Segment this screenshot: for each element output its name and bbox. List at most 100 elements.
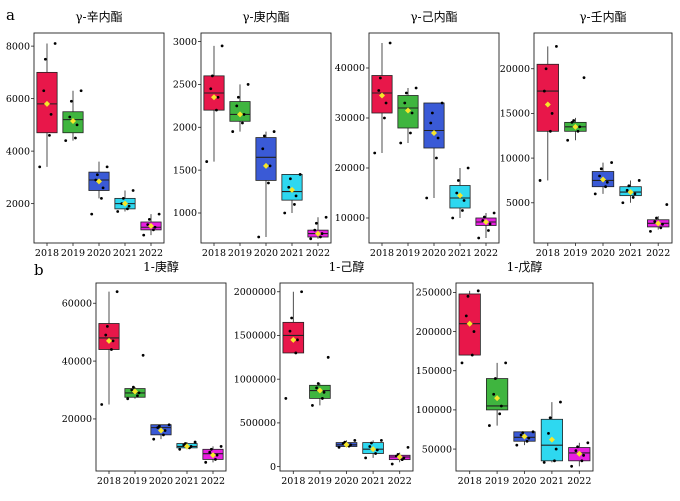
data-point <box>69 99 73 103</box>
data-point <box>550 112 554 115</box>
mean-marker <box>655 220 662 227</box>
data-point <box>79 89 83 93</box>
data-point <box>538 179 542 182</box>
mean-marker <box>405 107 411 114</box>
x-tick-label: 2018 <box>458 476 482 487</box>
box-2019 <box>124 353 146 401</box>
data-point <box>400 458 404 462</box>
data-point <box>519 433 523 437</box>
mean-marker <box>148 222 154 229</box>
data-point <box>236 95 240 99</box>
data-point <box>542 460 546 464</box>
data-point <box>383 116 386 120</box>
data-point <box>504 361 508 365</box>
data-point <box>605 180 609 184</box>
data-point <box>267 181 270 185</box>
data-point <box>111 339 115 343</box>
box-2019 <box>309 355 331 407</box>
data-point <box>287 185 291 189</box>
x-tick-label: 2022 <box>646 248 670 259</box>
x-tick-label: 2019 <box>308 476 332 487</box>
box-2020 <box>423 101 445 200</box>
x-tick-label: 2022 <box>201 476 225 487</box>
data-point <box>655 216 658 220</box>
x-tick-label: 2022 <box>567 476 591 487</box>
y-tick-label: 100000 <box>416 405 452 416</box>
data-point <box>209 87 213 91</box>
y-tick-label: 40000 <box>335 63 365 74</box>
data-point <box>257 235 261 239</box>
x-tick-label: 2020 <box>254 248 278 259</box>
x-tick-label: 2021 <box>361 476 385 487</box>
data-point <box>464 314 468 318</box>
data-point <box>353 438 357 442</box>
data-point <box>665 203 669 206</box>
data-point <box>637 179 641 182</box>
x-tick-label: 2018 <box>370 248 394 259</box>
box-2022 <box>307 215 329 241</box>
data-point <box>322 390 326 394</box>
x-tick-label: 2019 <box>563 248 587 259</box>
data-point <box>548 129 552 133</box>
data-point <box>498 412 502 416</box>
data-point <box>377 89 381 92</box>
chart-5: 1-庚醇 20000 40000 60000 2018 2019 2020 2021 2022 <box>62 259 227 487</box>
data-point <box>598 174 601 178</box>
mean-marker <box>431 130 437 136</box>
data-point <box>319 235 322 239</box>
chart-title: γ-己内酯 <box>410 10 457 24</box>
chart-title: 1-庚醇 <box>143 259 179 274</box>
data-point <box>378 76 382 80</box>
data-point <box>153 225 157 229</box>
y-tick-label: 250000 <box>416 288 452 299</box>
data-point <box>482 215 486 219</box>
data-point <box>542 89 546 93</box>
data-point <box>456 179 460 182</box>
x-tick-label: 2018 <box>202 248 226 259</box>
y-tick-label: 20000 <box>500 64 530 75</box>
data-point <box>481 219 485 222</box>
data-point <box>425 196 429 200</box>
mean-marker <box>466 320 473 327</box>
y-tick-label: 1500000 <box>234 331 276 342</box>
data-point <box>430 111 434 115</box>
x-tick-label: 2019 <box>485 476 509 487</box>
data-point <box>38 165 42 169</box>
data-point <box>627 184 631 188</box>
y-tick-label: 60000 <box>62 298 92 309</box>
data-point <box>410 111 414 115</box>
mean-marker <box>184 443 190 450</box>
y-tick-label: 2000 <box>173 122 197 133</box>
mean-marker <box>106 337 112 344</box>
x-tick-label: 2018 <box>281 476 305 487</box>
data-point <box>268 164 272 168</box>
chart-6: 1-己醇 0 500000 1000000 1500000 2000000 2018 2019… <box>234 259 414 487</box>
data-point <box>193 440 197 444</box>
mean-marker <box>158 427 164 434</box>
data-point <box>399 141 403 145</box>
data-point <box>548 416 552 420</box>
data-point <box>633 192 637 196</box>
mean-marker <box>122 200 128 207</box>
data-point <box>470 353 474 357</box>
data-point <box>320 397 324 400</box>
data-point <box>48 133 51 137</box>
data-point <box>220 44 224 48</box>
data-point <box>374 452 377 455</box>
x-tick-label: 2021 <box>113 248 137 259</box>
box-2018 <box>458 289 481 365</box>
data-point <box>586 441 590 445</box>
y-tick-label: 2500 <box>173 80 197 91</box>
chart-title: 1-戊醇 <box>507 259 543 274</box>
box-2022 <box>475 211 497 240</box>
data-point <box>576 445 579 449</box>
data-point <box>137 391 141 395</box>
data-point <box>300 290 303 294</box>
data-point <box>316 382 320 385</box>
x-tick-label: 2019 <box>123 476 147 487</box>
data-point <box>661 222 664 226</box>
data-point <box>284 397 288 400</box>
data-point <box>208 450 212 454</box>
data-point <box>488 222 492 226</box>
